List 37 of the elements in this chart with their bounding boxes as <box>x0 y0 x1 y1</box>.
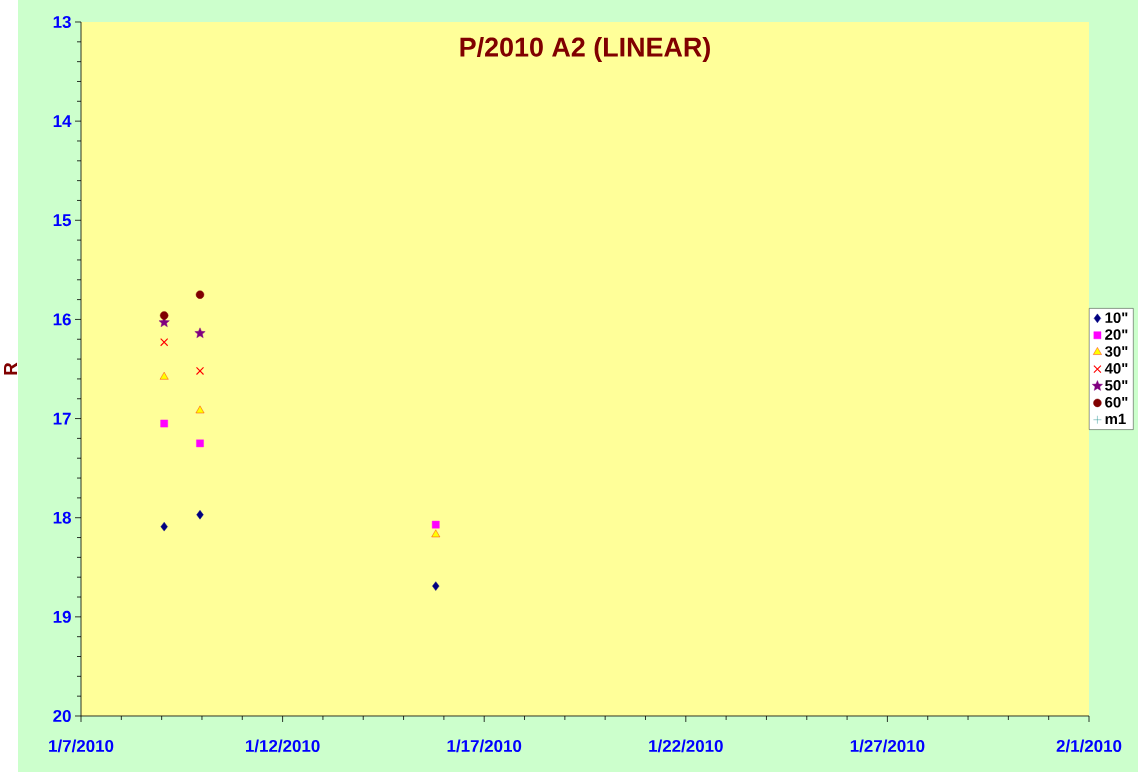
x-tick-label: 1/12/2010 <box>246 739 320 753</box>
y-tick-label: 16 <box>53 313 71 326</box>
point <box>160 338 169 347</box>
y-tick-label: 17 <box>53 412 71 425</box>
y-tick-label: 19 <box>53 610 71 623</box>
point <box>159 311 169 320</box>
x-tick-label: 1/7/2010 <box>49 739 114 753</box>
point <box>431 520 440 529</box>
text: P/2010 A2 (LINEAR) <box>460 36 710 62</box>
point <box>160 521 168 532</box>
x-tick-label: 1/27/2010 <box>850 739 925 753</box>
x-tick-label: 1/22/2010 <box>649 739 723 753</box>
x-tick-label: 2/1/2010 <box>1056 739 1122 753</box>
x-tick-label: 1/17/2010 <box>447 739 522 753</box>
point <box>159 371 169 380</box>
legend-label: m1 <box>1105 413 1126 425</box>
point <box>195 405 205 414</box>
y-tick-label: 20 <box>53 710 71 722</box>
legend-label: 20" <box>1105 329 1128 340</box>
point <box>160 419 168 428</box>
legend-label: 10" <box>1105 312 1128 323</box>
legend-label: 60" <box>1105 396 1128 408</box>
point <box>194 327 206 338</box>
legend-label: 30" <box>1104 346 1128 357</box>
legend-label: 40" <box>1104 363 1128 374</box>
y-tick-label: 18 <box>53 511 71 524</box>
point <box>196 439 204 448</box>
point <box>196 510 204 520</box>
y-tick-label: 15 <box>53 214 72 227</box>
legend-label: 50" <box>1105 380 1128 391</box>
point <box>195 366 205 376</box>
y-axis-title: R <box>4 362 18 375</box>
y-tick-label: 14 <box>53 115 72 127</box>
point <box>195 290 205 299</box>
y-tick-label: 13 <box>53 15 71 29</box>
point <box>432 581 440 591</box>
point <box>431 529 441 538</box>
